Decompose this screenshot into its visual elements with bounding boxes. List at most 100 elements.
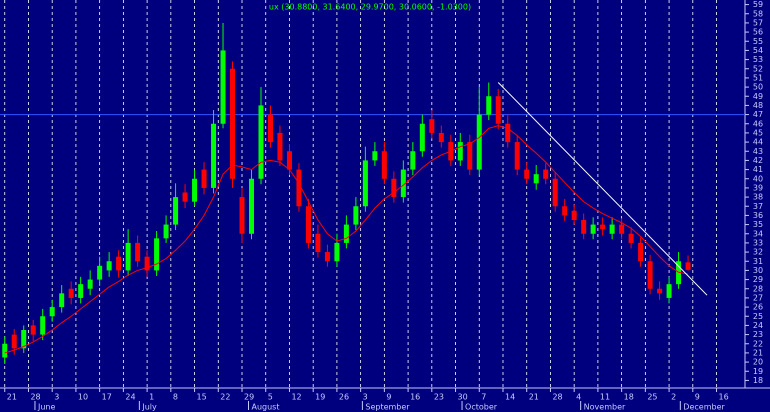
candle-body	[571, 210, 577, 220]
x-tick-label: 4	[576, 393, 581, 402]
candle-body	[581, 220, 587, 234]
x-tick-label: 26	[339, 393, 349, 402]
x-tick-label: 24	[125, 393, 135, 402]
candle-body	[638, 242, 644, 262]
y-tick-label: 20	[753, 358, 763, 367]
candle-body	[97, 265, 103, 280]
y-tick-label: 24	[753, 321, 763, 330]
x-tick-label: 22	[220, 393, 230, 402]
y-tick-label: 56	[753, 28, 763, 37]
candle-body	[391, 178, 397, 198]
x-tick-label: 19	[315, 393, 325, 402]
candle-body	[343, 224, 349, 243]
x-tick-label: 5	[268, 393, 273, 402]
y-tick-label: 21	[753, 348, 763, 357]
candle-body	[211, 123, 217, 188]
candle-body	[600, 224, 606, 230]
x-tick-label: 21	[529, 393, 539, 402]
candle-body	[429, 119, 435, 133]
candle-body	[381, 151, 387, 179]
candle-body	[315, 233, 321, 253]
y-tick-label: 45	[753, 128, 763, 137]
month-label: October	[465, 403, 498, 412]
x-tick-label: 16	[719, 393, 729, 402]
y-tick-label: 37	[753, 202, 763, 211]
candle-body	[49, 307, 55, 317]
candle-body	[21, 330, 27, 349]
candle-body	[220, 50, 226, 124]
candle-body	[2, 343, 8, 358]
x-tick-label: 28	[552, 393, 562, 402]
candle-body	[362, 160, 368, 207]
candle-body	[144, 256, 150, 271]
candle-body	[400, 169, 406, 198]
candle-body	[324, 252, 330, 262]
month-label: June	[37, 403, 56, 412]
y-tick-label: 43	[753, 147, 763, 156]
y-tick-label: 29	[753, 275, 763, 284]
y-tick-label: 50	[753, 83, 763, 92]
x-tick-label: 18	[624, 393, 634, 402]
y-tick-label: 23	[753, 330, 763, 339]
x-tick-label: 2	[671, 393, 676, 402]
candle-body	[524, 169, 530, 179]
y-tick-label: 32	[753, 248, 763, 257]
x-tick-label: 14	[505, 393, 515, 402]
y-tick-label: 36	[753, 211, 763, 220]
candle-body	[296, 169, 302, 207]
y-tick-label: 44	[753, 138, 763, 147]
y-tick-label: 33	[753, 238, 763, 247]
candle-body	[590, 224, 596, 234]
x-tick-label: 17	[102, 393, 112, 402]
x-tick-label: 23	[434, 393, 444, 402]
y-tick-label: 27	[753, 293, 763, 302]
y-tick-label: 59	[753, 0, 763, 9]
candle-body	[87, 279, 93, 289]
y-tick-label: 30	[753, 266, 763, 275]
x-tick-label: 1	[149, 393, 154, 402]
y-tick-label: 28	[753, 284, 763, 293]
x-tick-label: 28	[30, 393, 40, 402]
y-tick-label: 42	[753, 156, 763, 165]
moving-average	[4, 125, 689, 354]
y-tick-label: 49	[753, 92, 763, 101]
x-tick-label: 25	[647, 393, 657, 402]
candle-body	[192, 178, 198, 202]
candle-body	[495, 96, 501, 124]
y-tick-label: 18	[753, 376, 763, 385]
y-tick-label: 38	[753, 193, 763, 202]
candle-body	[201, 169, 207, 188]
candle-body	[286, 151, 292, 170]
candle-body	[277, 132, 283, 161]
candle-body	[467, 142, 473, 170]
x-tick-label: 15	[197, 393, 207, 402]
x-tick-label: 29	[244, 393, 254, 402]
candle-body	[230, 68, 236, 179]
x-tick-label: 30	[458, 393, 468, 402]
candle-body	[11, 334, 17, 349]
candle-body	[543, 169, 549, 179]
y-tick-label: 53	[753, 55, 763, 64]
x-tick-label: 7	[481, 393, 486, 402]
month-label: July	[141, 403, 157, 412]
y-tick-label: 52	[753, 64, 763, 73]
candle-body	[457, 142, 463, 161]
y-tick-label: 34	[753, 229, 763, 238]
y-tick-label: 31	[753, 257, 763, 266]
candle-body	[685, 262, 691, 270]
month-label: December	[683, 403, 725, 412]
candle-body	[410, 151, 416, 170]
x-tick-label: 21	[7, 393, 17, 402]
candle-body	[68, 288, 74, 298]
y-tick-label: 57	[753, 18, 763, 27]
month-label: September	[365, 403, 410, 412]
candle-body	[78, 284, 84, 298]
candle-body	[486, 96, 492, 115]
candle-body	[239, 197, 245, 234]
y-tick-label: 47	[753, 110, 763, 119]
candle-body	[163, 224, 169, 239]
month-label: August	[251, 403, 279, 412]
candle-body	[619, 224, 625, 234]
candle-body	[173, 197, 179, 225]
